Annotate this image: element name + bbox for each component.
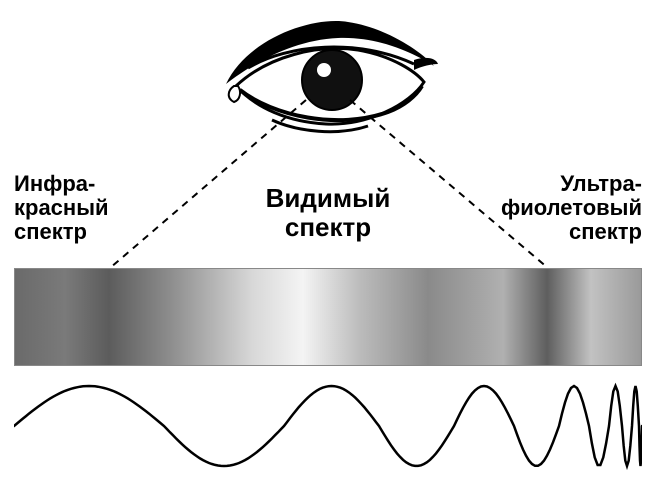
wavelength-curve <box>14 376 642 476</box>
label-uv-l3: спектр <box>569 219 642 244</box>
label-visible-l1: Видимый <box>266 183 391 213</box>
label-uv-l1: Ультра- <box>560 171 642 196</box>
spectrum-bar <box>14 268 642 366</box>
label-infrared-l1: Инфра- <box>14 171 95 196</box>
label-infrared-l2: красный <box>14 195 109 220</box>
label-ultraviolet: Ультра- фиолетовый спектр <box>472 172 642 245</box>
label-uv-l2: фиолетовый <box>501 195 642 220</box>
label-infrared: Инфра- красный спектр <box>14 172 154 245</box>
spectrum-diagram: Инфра- красный спектр Видимый спектр Уль… <box>0 0 656 503</box>
label-visible-l2: спектр <box>285 212 371 242</box>
label-infrared-l3: спектр <box>14 219 87 244</box>
label-visible: Видимый спектр <box>228 184 428 241</box>
eye-icon <box>218 8 438 153</box>
